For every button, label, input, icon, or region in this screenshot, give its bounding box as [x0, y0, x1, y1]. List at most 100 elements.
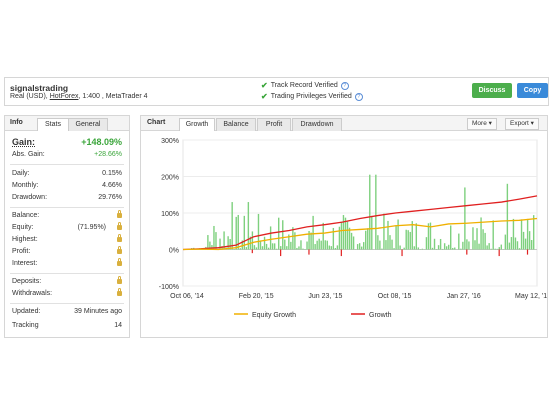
daily-bar: [271, 243, 274, 250]
divider: [10, 207, 124, 208]
export-dropdown[interactable]: Export ▾: [505, 118, 539, 130]
daily-bar: [421, 248, 424, 250]
leverage-platform: , 1:400 , MetaTrader 4: [78, 93, 148, 100]
daily-bar: [324, 240, 326, 250]
daily-bar: [389, 235, 391, 250]
tab-profit[interactable]: Profit: [257, 118, 291, 131]
daily-row: Daily: 0.15%: [10, 170, 124, 180]
daily-bar: [227, 236, 229, 250]
daily-bar: [239, 248, 241, 250]
daily-bar: [385, 240, 387, 250]
daily-bar: [235, 216, 237, 250]
daily-bar: [496, 248, 498, 250]
daily-bar: [476, 228, 478, 250]
trading-privileges-verified: ✔ Trading Privileges Verified ?: [261, 92, 363, 101]
daily-bar: [207, 235, 209, 250]
daily-bar: [443, 243, 446, 250]
daily-bar: [346, 221, 349, 250]
daily-bar: [348, 227, 351, 250]
daily-bar: [231, 202, 233, 250]
daily-bar: [326, 240, 328, 250]
daily-bar: [356, 244, 359, 250]
daily-bar: [508, 242, 511, 250]
daily-bar: [340, 221, 343, 250]
interest-row: Interest:: [10, 258, 124, 270]
daily-bar: [375, 174, 377, 250]
balance-label: Balance:: [12, 212, 40, 219]
drawdown-label: Drawdown:: [12, 194, 48, 201]
check-icon: ✔: [261, 81, 268, 90]
drawdown-row: Drawdown: 29.76%: [10, 194, 124, 204]
tab-balance[interactable]: Balance: [216, 118, 256, 131]
daily-bar: [306, 241, 308, 250]
daily-bar: [211, 245, 213, 250]
daily-bar: [452, 247, 454, 250]
negative-bar: [280, 249, 282, 257]
negative-bar: [526, 249, 529, 255]
negative-bar: [251, 249, 253, 254]
daily-bar: [379, 240, 381, 250]
daily-bar: [411, 221, 413, 250]
verification-label: Track Record Verified: [270, 82, 338, 89]
daily-bar: [344, 217, 347, 250]
x-tick-label: Oct 08, '15: [378, 293, 412, 300]
daily-bar: [314, 244, 316, 250]
daily-bar: [209, 241, 211, 250]
daily-bar: [441, 248, 444, 250]
check-icon: ✔: [261, 92, 268, 101]
daily-bar: [484, 232, 486, 250]
daily-bar: [492, 220, 494, 250]
daily-bar: [504, 234, 507, 250]
highest-label: Highest:: [12, 236, 38, 243]
tracking-value: 14: [114, 322, 122, 329]
daily-value: 0.15%: [102, 170, 122, 177]
daily-bar: [215, 232, 217, 250]
lock-icon[interactable]: [117, 288, 122, 297]
daily-bar: [506, 183, 509, 250]
gain-label[interactable]: Gain:: [12, 137, 36, 147]
daily-bar: [290, 241, 292, 250]
daily-bar: [219, 238, 221, 250]
lock-icon[interactable]: [117, 222, 122, 231]
tab-stats[interactable]: Stats: [37, 118, 69, 131]
y-tick-label: -100%: [159, 284, 179, 291]
lock-icon[interactable]: [117, 276, 122, 285]
growth-chart: 300% 200% 100% 0% -100% Oct 06, '14 Feb 20, '1…: [159, 138, 547, 319]
discuss-button[interactable]: Discuss: [472, 83, 512, 98]
daily-bar: [282, 220, 284, 250]
account-details: Real (USD), HotForex, 1:400 , MetaTrader…: [10, 93, 147, 100]
daily-bar: [462, 241, 464, 250]
daily-bar: [458, 233, 460, 250]
daily-bar: [488, 243, 490, 250]
lock-icon[interactable]: [117, 210, 122, 219]
balance-row: Balance:: [10, 210, 124, 222]
daily-bar: [221, 246, 223, 250]
copy-button[interactable]: Copy: [517, 83, 548, 98]
daily-bar: [494, 248, 496, 250]
info-icon[interactable]: ?: [340, 81, 349, 90]
daily-bar: [460, 248, 462, 250]
lock-icon[interactable]: [117, 258, 122, 267]
lock-icon[interactable]: [117, 246, 122, 255]
daily-bar: [510, 237, 513, 250]
daily-bar: [431, 247, 434, 250]
tab-general[interactable]: General: [68, 118, 108, 131]
daily-bar: [334, 248, 337, 250]
daily-bar: [247, 202, 250, 250]
info-tabs: Info Stats General: [5, 116, 129, 131]
updated-value: 39 Minutes ago: [74, 308, 122, 315]
daily-bar: [308, 230, 310, 250]
tab-growth[interactable]: Growth: [179, 118, 215, 131]
tab-drawdown[interactable]: Drawdown: [292, 118, 342, 131]
series-line-growth: [182, 195, 538, 251]
info-icon[interactable]: ?: [354, 92, 363, 101]
broker-link[interactable]: HotForex: [49, 93, 79, 100]
daily-bar: [350, 232, 353, 250]
y-tick-label: 300%: [161, 138, 179, 145]
lock-icon[interactable]: [117, 234, 122, 243]
daily-bar: [365, 230, 367, 250]
more-dropdown[interactable]: More ▾: [467, 118, 497, 130]
daily-bar: [298, 246, 300, 250]
daily-bar: [369, 174, 371, 250]
daily-bar: [251, 231, 254, 250]
